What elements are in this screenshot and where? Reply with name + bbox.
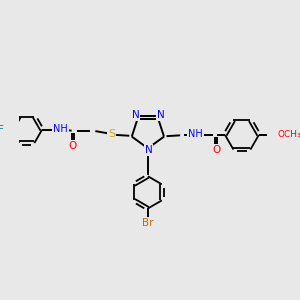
Text: O: O — [212, 145, 220, 155]
Text: N: N — [145, 145, 153, 155]
Text: NH: NH — [188, 129, 203, 139]
Text: NH: NH — [53, 124, 68, 134]
Text: N: N — [131, 110, 139, 120]
Text: F: F — [0, 125, 3, 135]
Text: S: S — [108, 129, 115, 139]
Text: O: O — [69, 141, 77, 151]
Text: N: N — [157, 110, 164, 120]
Text: OCH₃: OCH₃ — [278, 130, 300, 140]
Text: Br: Br — [142, 218, 154, 228]
